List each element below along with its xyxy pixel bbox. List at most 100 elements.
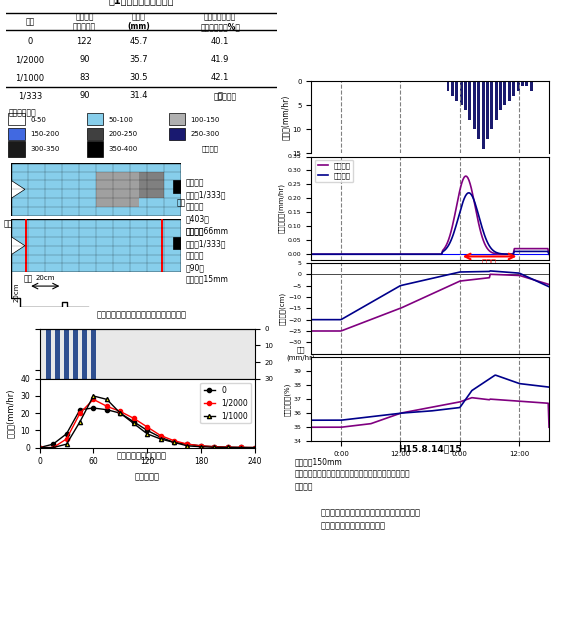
Text: 冠水中: 冠水中 xyxy=(482,259,497,267)
1/2000 xyxy=(76,409,83,417)
水平ほ場 xyxy=(526,248,533,255)
Bar xyxy=(469,81,471,120)
1/1000 xyxy=(171,439,178,446)
Text: 水口: 水口 xyxy=(4,219,13,228)
0 xyxy=(198,442,204,449)
Line: 1/2000: 1/2000 xyxy=(37,398,257,449)
Text: 用水到達時間: 用水到達時間 xyxy=(8,108,36,117)
Y-axis label: 排水量(mm/hr): 排水量(mm/hr) xyxy=(6,388,15,438)
Bar xyxy=(25,219,28,272)
Text: 200-250: 200-250 xyxy=(109,131,138,137)
Text: 0: 0 xyxy=(28,38,33,46)
0 xyxy=(184,441,191,448)
Text: 用水量
(mm): 用水量 (mm) xyxy=(127,12,150,31)
1/2000 xyxy=(63,435,70,443)
Legend: 傾斜ほ場, 水平ほ場: 傾斜ほ場, 水平ほ場 xyxy=(315,160,353,182)
Y-axis label: 体積含水率(%): 体積含水率(%) xyxy=(284,382,291,416)
1/2000 xyxy=(238,444,245,451)
Text: 20cm: 20cm xyxy=(36,275,55,281)
1/2000 xyxy=(157,432,164,439)
1/1000 xyxy=(144,430,151,438)
0 xyxy=(63,430,70,438)
Bar xyxy=(460,81,462,105)
Text: 総雨量は150mm
体積含水率、地下水位は各ほ場の水口側、中央、水尻側
の平均値: 総雨量は150mm 体積含水率、地下水位は各ほ場の水口側、中央、水尻側 の平均値 xyxy=(294,457,410,491)
Bar xyxy=(482,81,484,148)
Text: －: － xyxy=(218,91,223,100)
0 xyxy=(144,427,151,434)
Bar xyxy=(8,113,25,125)
Bar xyxy=(486,81,489,139)
Text: 90: 90 xyxy=(79,91,89,100)
Bar xyxy=(87,128,104,140)
0 xyxy=(50,441,57,448)
Text: 明渠有り
（傾斜1/333）
用水時間
　90分
用水量　15mm: 明渠有り （傾斜1/333） 用水時間 90分 用水量 15mm xyxy=(186,228,229,284)
Text: 41.9: 41.9 xyxy=(211,55,229,64)
Bar xyxy=(8,128,25,140)
Bar xyxy=(521,81,524,86)
Bar xyxy=(455,81,458,101)
0 xyxy=(171,439,178,446)
0 xyxy=(36,444,43,451)
Text: 用水供給
時間（分）: 用水供給 時間（分） xyxy=(73,12,96,31)
Polygon shape xyxy=(11,237,25,255)
Bar xyxy=(503,81,507,105)
Text: 250-300: 250-300 xyxy=(190,131,220,137)
Bar xyxy=(495,81,498,120)
Text: 単位：分: 単位：分 xyxy=(201,145,218,152)
Bar xyxy=(499,81,502,110)
水平ほ場 xyxy=(371,250,378,258)
傾斜ほ場 xyxy=(318,250,324,258)
Text: 300-350: 300-350 xyxy=(30,146,59,151)
Bar xyxy=(91,329,96,379)
Text: 明渠: 明渠 xyxy=(24,274,33,283)
Text: 0-50: 0-50 xyxy=(30,116,46,123)
1/1000 xyxy=(104,396,110,403)
1/2000 xyxy=(251,444,258,451)
Text: 90: 90 xyxy=(79,55,89,64)
水平ほ場 xyxy=(322,250,329,258)
Bar xyxy=(517,81,520,91)
1/2000 xyxy=(198,442,204,449)
1/2000 xyxy=(117,408,123,415)
傾斜ほ場 xyxy=(546,250,552,258)
Bar xyxy=(490,81,493,130)
Text: 1/333: 1/333 xyxy=(18,91,42,100)
水平ほ場 xyxy=(535,248,542,255)
傾斜ほ場 xyxy=(308,250,315,258)
0 xyxy=(130,418,137,426)
Bar xyxy=(464,81,467,110)
Line: 1/1000: 1/1000 xyxy=(37,394,257,449)
X-axis label: 時間（分）: 時間（分） xyxy=(135,472,160,481)
1/1000 xyxy=(130,420,137,428)
Bar xyxy=(530,81,533,91)
1/2000 xyxy=(211,443,218,451)
傾斜ほ場 xyxy=(352,250,359,258)
Line: 傾斜ほ場: 傾斜ほ場 xyxy=(311,176,549,254)
傾斜ほ場 xyxy=(462,172,469,180)
1/1000 xyxy=(117,409,123,417)
Text: 45.7: 45.7 xyxy=(130,38,148,46)
0 xyxy=(238,444,245,451)
Legend: 0, 1/2000, 1/1000: 0, 1/2000, 1/1000 xyxy=(200,382,251,423)
1/1000 xyxy=(63,441,70,448)
Bar xyxy=(169,128,185,140)
Bar xyxy=(64,329,69,379)
1/2000 xyxy=(90,396,97,403)
Bar xyxy=(451,81,454,96)
傾斜ほ場 xyxy=(322,250,329,258)
Bar xyxy=(508,81,511,101)
Bar xyxy=(173,237,181,249)
Bar xyxy=(161,219,163,272)
Bar xyxy=(73,329,78,379)
Text: 122: 122 xyxy=(76,38,92,46)
1/1000 xyxy=(157,435,164,443)
Y-axis label: 地下水位(cm): 地下水位(cm) xyxy=(279,292,286,325)
Bar xyxy=(8,141,25,157)
Text: 50-100: 50-100 xyxy=(109,116,134,123)
1/2000 xyxy=(50,444,57,451)
Text: 40.1: 40.1 xyxy=(211,38,229,46)
Bar xyxy=(46,329,52,379)
Text: 30.5: 30.5 xyxy=(130,73,148,82)
Text: －：未調査: －：未調査 xyxy=(213,93,237,101)
Text: 表1　用水供給試験結果: 表1 用水供給試験結果 xyxy=(109,0,174,6)
